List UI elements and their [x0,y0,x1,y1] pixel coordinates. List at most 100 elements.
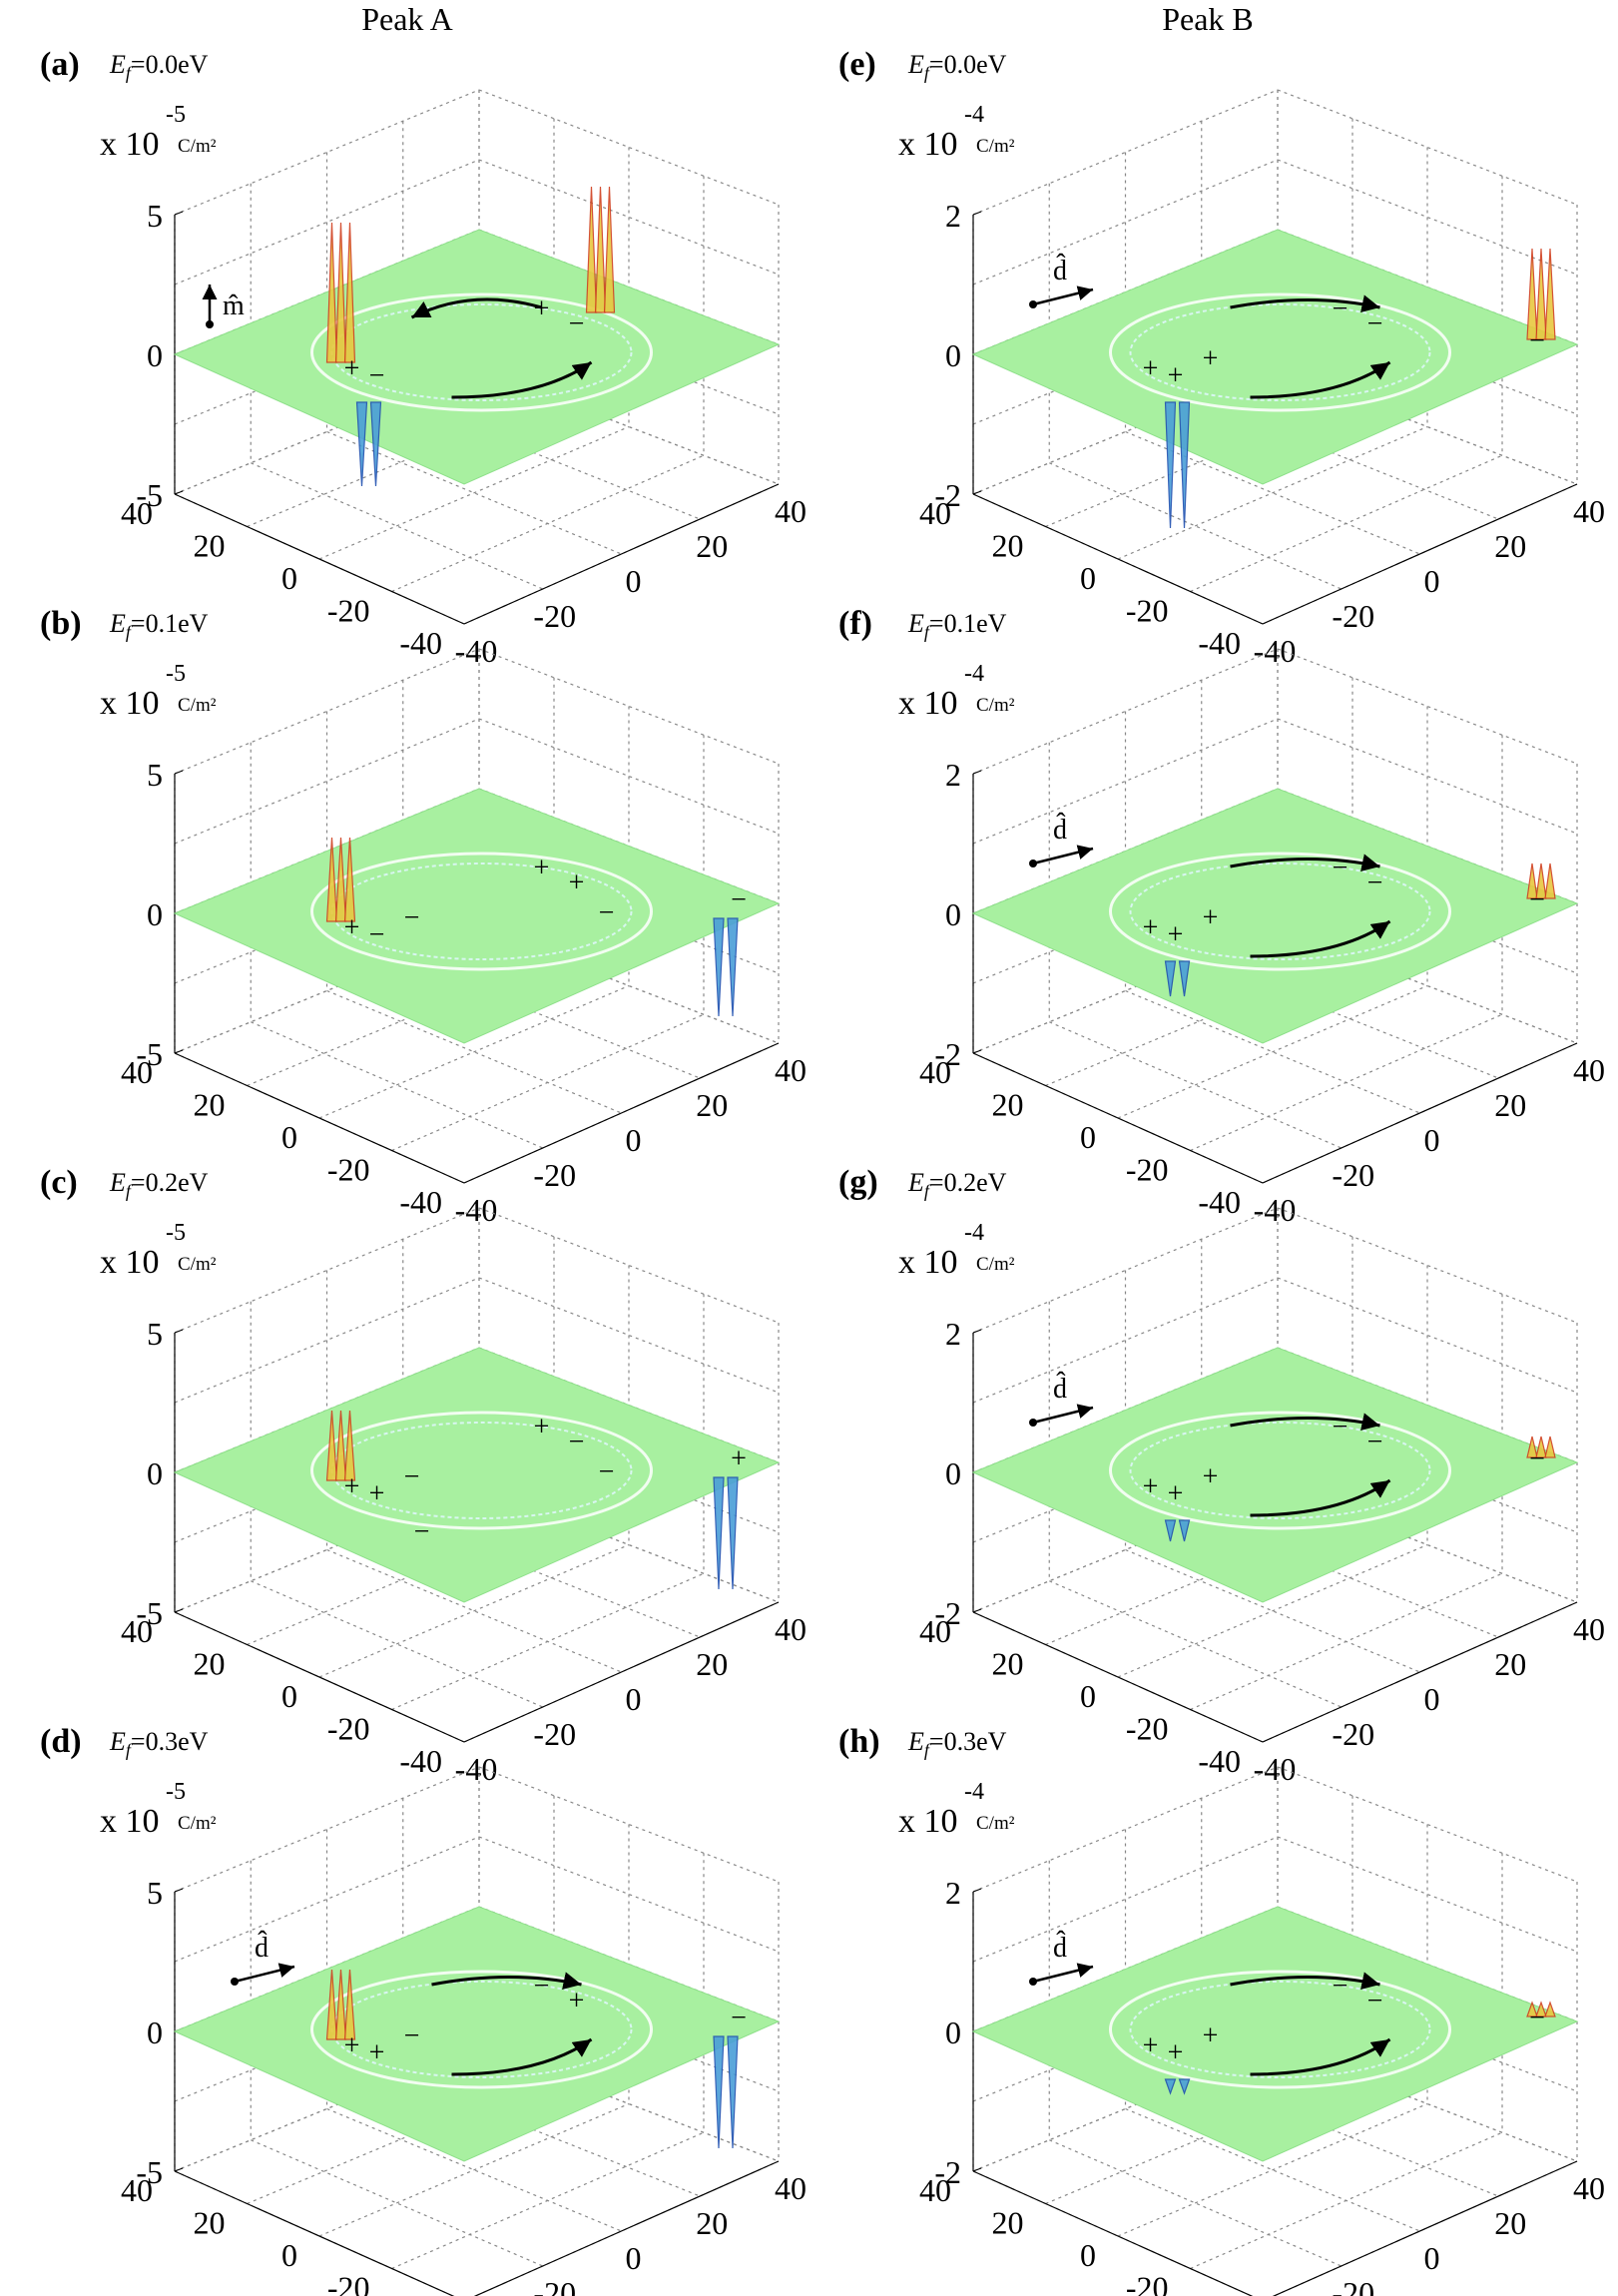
scale-factor: x 10 [898,1244,958,1281]
grid-line [402,1517,701,1638]
x-tick-label: -40 [1254,1192,1297,1228]
grid-line [478,648,780,765]
grid-line [478,718,780,835]
arrow-upper [431,1972,582,1991]
y-axis-line [174,2170,455,2296]
x-tick-label: 40 [775,493,807,529]
peak-spike [594,186,607,313]
peak-spike [343,837,356,922]
grid-line [1277,159,1578,276]
column-header-peak-b: Peak B [1162,1,1254,37]
plus-sign: + [1143,353,1159,384]
minus-sign: − [404,902,420,933]
peak-spike [325,1969,338,2040]
ef-label: Ef=0.2eV [907,1168,1007,1201]
surface-plane [971,1906,1579,2162]
ef-label: Ef=0.3eV [109,1727,209,1760]
arrow-lower [1250,360,1391,399]
y-tick-label: 20 [194,1087,226,1123]
x-tick-label: -20 [1332,2275,1374,2296]
grid-line [326,2107,622,2232]
current-arrows [410,297,593,399]
minus-sign: − [1333,293,1348,324]
y-tick-label: 0 [281,1119,297,1155]
y-tick-label: 20 [194,2205,226,2241]
y-tick-label: 0 [1080,560,1096,596]
peak-spike [334,1969,347,2040]
negative-peak [1164,401,1191,529]
grid-line [318,2102,630,2237]
z-tick-label: -2 [934,2154,961,2190]
peak-spike [334,222,347,363]
z-tick-label: -5 [136,1595,163,1631]
y-tick-label: 40 [919,1054,951,1090]
x-tick-label: 0 [1424,563,1440,599]
z-tick [972,1329,982,1334]
grid-line [1277,1766,1578,1883]
grid-line [478,2045,780,2162]
z-tick [174,1608,184,1613]
vector-arrow [1032,845,1094,865]
z-tick [174,211,184,216]
x-tick-label: 40 [775,1052,807,1088]
grid-line [972,648,1279,775]
grid-line [326,989,622,1114]
grid-line [1125,989,1420,1114]
y-axis-line [972,1611,1264,1743]
grid-line [478,1277,780,1394]
grid-line [1201,2076,1499,2197]
scale-factor: x 10 [100,1244,160,1281]
minus-sign: − [404,2020,420,2051]
ef-label: Ef=0.1eV [109,609,209,642]
grid-line [174,648,480,775]
plus-sign: + [1203,343,1219,374]
arrow-upper [410,297,542,319]
positive-peak [1526,2001,1556,2017]
y-tick-label: -40 [399,1743,442,1779]
sign-markers: + +−−+− [1143,293,1545,391]
panel-letter: (e) [838,46,876,83]
plus-sign: + [534,1412,550,1442]
plus-sign: + [369,2037,385,2068]
y-tick-label: 0 [281,2237,297,2273]
x-tick-label: 20 [696,1646,728,1682]
vector-indicator: d̂ [1029,1931,1094,1986]
ef-label: Ef=0.0eV [907,50,1007,83]
scale-unit: C/m² [976,136,1015,157]
grid-line [478,1207,780,1324]
x-tick-label: 0 [626,1122,642,1158]
scale-factor: x 10 [898,685,958,722]
grid-line [1190,1013,1503,1152]
peak-spike-negative [727,2035,739,2149]
grid-line [1277,1486,1578,1603]
minus-sign: − [1333,1412,1348,1442]
negative-peak [713,917,739,1017]
grid-line [1277,648,1578,765]
x-tick-label: 20 [696,1087,728,1123]
peak-spike [1544,2001,1556,2017]
plus-sign: + [1143,2030,1159,2061]
peak-spike [334,837,347,922]
z-tick-label: 0 [945,337,961,373]
peak-spike [1535,862,1547,899]
peak-spike [1544,248,1556,340]
peak-spike-negative [713,917,725,1017]
grid-line [326,1548,622,1673]
y-tick-label: 0 [1080,1119,1096,1155]
arrow-lower [1250,2037,1391,2076]
peak-spike-negative [1164,2078,1177,2095]
grid-line [1125,1548,1420,1673]
z-tick-label: 2 [945,757,961,793]
vector-label: d̂ [1053,254,1067,287]
current-arrows [1230,1972,1391,2076]
z-tick-label: 5 [147,1875,163,1911]
vector-arrow [1032,286,1094,306]
minus-sign: − [569,1427,585,1457]
y-tick-label: 0 [281,560,297,596]
peak-spike [1535,2001,1547,2017]
peak-spike [1535,248,1547,340]
grid-line [174,159,480,286]
